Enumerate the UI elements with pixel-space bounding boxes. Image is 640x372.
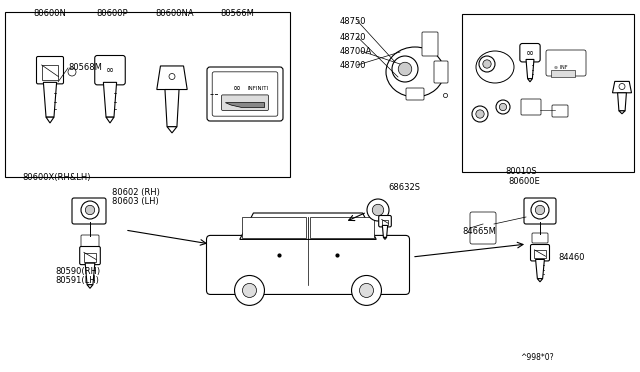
FancyBboxPatch shape [470,212,496,244]
Polygon shape [157,66,187,90]
FancyBboxPatch shape [80,247,100,264]
Polygon shape [242,217,306,238]
Text: 80600E: 80600E [508,177,540,186]
Circle shape [169,74,175,80]
Circle shape [496,100,510,114]
Circle shape [472,106,488,122]
Text: 80600X(RH&LH): 80600X(RH&LH) [22,173,90,182]
FancyBboxPatch shape [207,235,410,295]
FancyBboxPatch shape [81,235,99,247]
Text: 48700A: 48700A [340,47,372,56]
Polygon shape [527,78,532,82]
Text: 80568M: 80568M [68,63,102,72]
FancyBboxPatch shape [532,233,548,243]
Text: 80603 (LH): 80603 (LH) [112,197,159,206]
Text: 80600N: 80600N [33,9,66,18]
Polygon shape [383,237,387,240]
FancyBboxPatch shape [521,99,541,115]
FancyBboxPatch shape [379,215,391,227]
Circle shape [398,62,412,76]
Bar [42,65,58,80]
Circle shape [351,276,381,305]
Polygon shape [310,217,374,238]
FancyBboxPatch shape [212,72,278,116]
Polygon shape [104,82,116,117]
Text: 48720: 48720 [340,33,367,42]
Text: ^998*0?: ^998*0? [520,353,554,362]
Text: INFINITI: INFINITI [247,86,268,91]
FancyBboxPatch shape [207,67,283,121]
Polygon shape [167,127,177,133]
FancyBboxPatch shape [221,95,268,110]
Text: 80590(RH): 80590(RH) [55,267,100,276]
Circle shape [81,201,99,219]
Text: 84665M: 84665M [462,227,496,236]
Circle shape [85,205,95,215]
Polygon shape [46,117,54,123]
Circle shape [535,205,545,215]
FancyBboxPatch shape [552,105,568,117]
Polygon shape [618,93,627,111]
Text: 80600P: 80600P [96,9,127,18]
Polygon shape [225,103,264,108]
Circle shape [360,283,374,298]
Text: 80602 (RH): 80602 (RH) [112,188,160,197]
Polygon shape [87,285,93,288]
Polygon shape [536,259,545,279]
FancyBboxPatch shape [520,44,540,62]
Circle shape [479,56,495,72]
Text: 80591(LH): 80591(LH) [55,276,99,285]
Polygon shape [526,60,534,78]
Polygon shape [382,225,388,237]
Circle shape [531,201,549,219]
Polygon shape [240,213,376,240]
FancyBboxPatch shape [422,32,438,56]
Circle shape [476,110,484,118]
Bar [381,219,388,225]
Circle shape [483,60,491,68]
FancyBboxPatch shape [36,57,63,84]
Ellipse shape [386,47,444,97]
FancyBboxPatch shape [406,88,424,100]
FancyBboxPatch shape [524,198,556,224]
Circle shape [619,83,625,90]
Text: ∞: ∞ [232,83,241,93]
Polygon shape [44,82,56,117]
FancyBboxPatch shape [546,50,586,76]
Circle shape [243,283,257,298]
Text: ∞: ∞ [526,48,534,58]
Text: 48750: 48750 [340,17,367,26]
Polygon shape [538,279,543,282]
Bar [534,250,545,258]
FancyBboxPatch shape [531,244,550,261]
Polygon shape [619,111,625,114]
FancyBboxPatch shape [434,61,448,83]
Circle shape [367,199,389,221]
Text: 80010S: 80010S [505,167,536,176]
Bar [84,253,96,262]
Circle shape [372,204,384,216]
Bar [551,70,575,77]
Polygon shape [85,263,95,285]
Text: ∞ INF: ∞ INF [554,65,568,70]
FancyBboxPatch shape [72,198,106,224]
Polygon shape [612,81,632,93]
Bar [462,14,634,172]
Text: 48700: 48700 [340,61,367,70]
Text: 84460: 84460 [558,253,584,262]
Circle shape [392,56,418,82]
FancyBboxPatch shape [95,55,125,85]
Text: 80566M: 80566M [220,9,254,18]
Polygon shape [165,90,179,127]
Circle shape [499,103,507,110]
Bar [5,12,290,177]
Text: 80600NA: 80600NA [155,9,194,18]
Circle shape [68,68,76,76]
Text: 68632S: 68632S [388,183,420,192]
Ellipse shape [476,51,514,83]
Circle shape [234,276,264,305]
Polygon shape [106,117,114,123]
Text: ∞: ∞ [106,65,114,75]
